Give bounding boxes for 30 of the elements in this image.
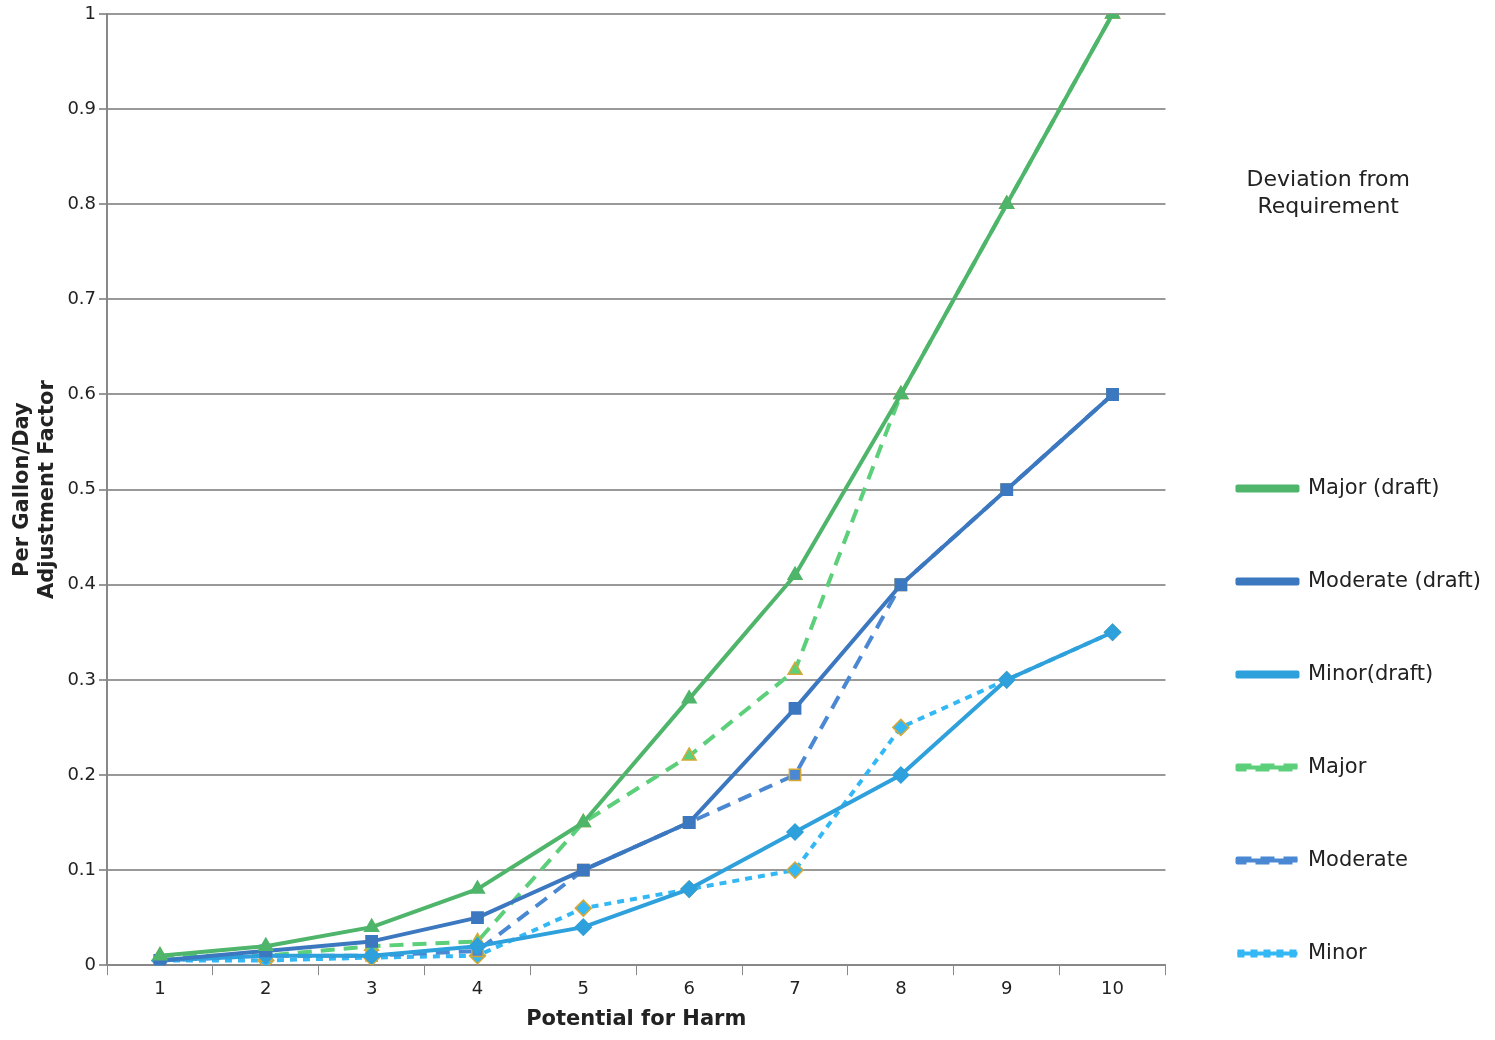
legend-label: Major: [1307, 753, 1367, 778]
legend-label: Moderate: [1307, 846, 1408, 871]
y-tick-label: 0.5: [67, 477, 97, 499]
x-tick-label: 3: [365, 976, 378, 998]
x-tick-label: 8: [895, 976, 907, 998]
y-tick-label: 1: [84, 1, 97, 23]
x-tick-label: 5: [577, 976, 590, 998]
y-tick-label: 0.8: [67, 191, 97, 213]
x-tick-label: 10: [1101, 976, 1125, 998]
legend-title: Deviation from Requirement: [1246, 166, 1410, 218]
y-tick-label: 0: [84, 952, 97, 974]
legend-label: Moderate (draft): [1307, 567, 1482, 592]
x-tick-label: 4: [471, 976, 484, 998]
x-tick-label: 9: [1000, 976, 1013, 998]
x-tick-label: 7: [789, 976, 801, 998]
y-tick-label: 0.7: [67, 287, 97, 309]
y-tick-label: 0.3: [67, 667, 97, 689]
y-axis-title: Per Gallon/Day Adjustment Factor: [9, 379, 59, 600]
y-tick-label: 0.1: [67, 857, 97, 879]
y-tick-label: 0.9: [67, 96, 97, 118]
y-tick-label: 0.6: [67, 382, 97, 404]
x-tick-label: 6: [683, 976, 695, 998]
y-tick-label: 0.2: [67, 762, 97, 784]
legend-label: Minor(draft): [1307, 660, 1434, 685]
x-tick-label: 1: [154, 976, 166, 998]
legend-label: Major (draft): [1307, 474, 1440, 499]
x-tick-label: 2: [260, 976, 272, 998]
legend-label: Minor: [1307, 939, 1368, 964]
y-tick-label: 0.4: [67, 572, 97, 594]
x-axis-title: Potential for Harm: [526, 1005, 747, 1030]
